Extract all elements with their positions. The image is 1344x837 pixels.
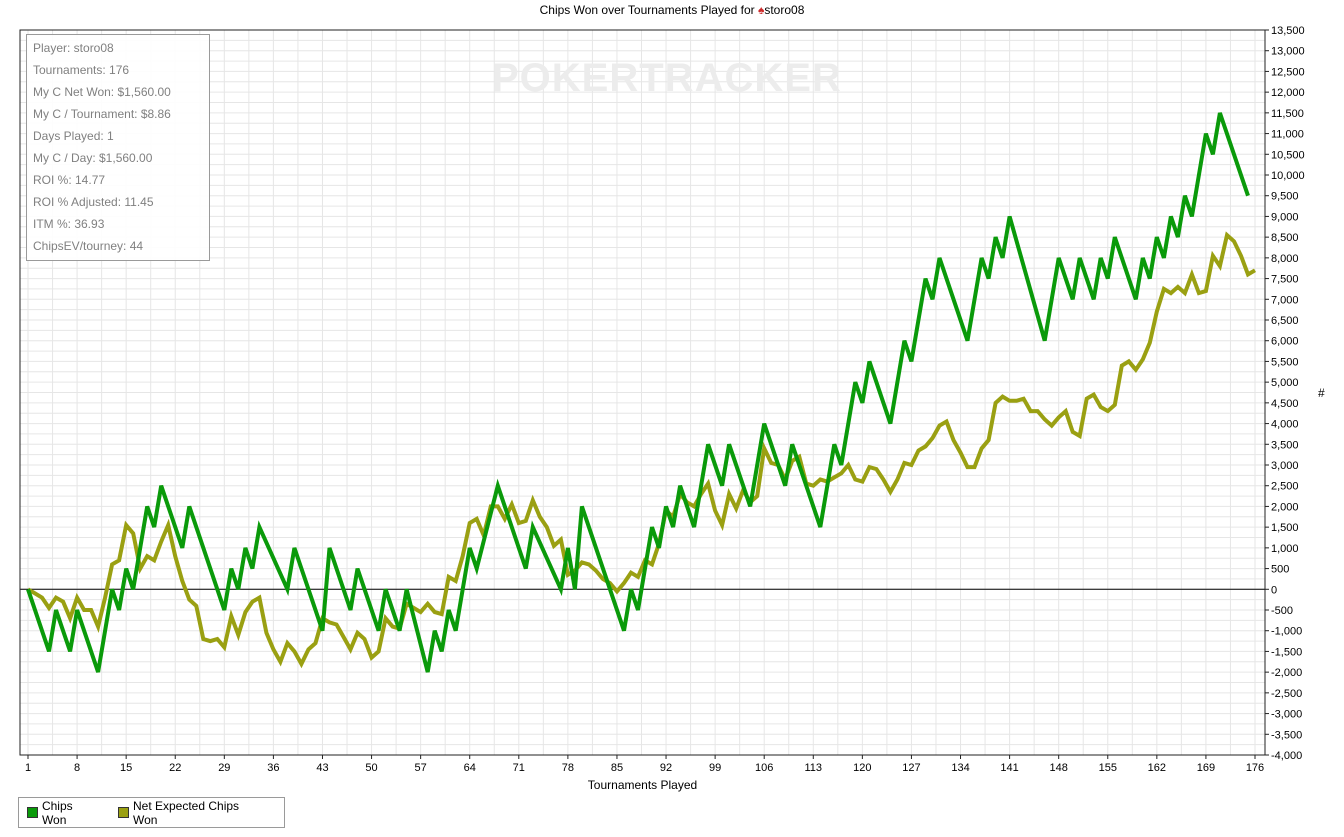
y-tick-label: 6,500 <box>1271 315 1299 327</box>
legend-swatch-chips-won <box>27 807 38 818</box>
x-tick-label: 64 <box>464 762 476 774</box>
stats-box: Player: storo08 Tournaments: 176 My C Ne… <box>26 34 210 261</box>
y-tick-label: 8,500 <box>1271 232 1299 244</box>
stat-tournaments: Tournaments: 176 <box>33 63 130 77</box>
x-tick-label: 43 <box>316 762 328 774</box>
y-tick-label: 5,500 <box>1271 356 1299 368</box>
y-tick-label: 2,000 <box>1271 501 1299 513</box>
stat-chipsev: ChipsEV/tourney: 44 <box>33 239 144 253</box>
series-expected-chips-line <box>26 231 1257 669</box>
legend-label-expected: Net Expected Chips Won <box>132 798 240 827</box>
stat-per-tournament: My C / Tournament: $8.86 <box>33 107 171 121</box>
y-tick-label: 12,000 <box>1271 87 1305 99</box>
x-axis-label: Tournaments Played <box>587 778 698 792</box>
x-tick-label: 155 <box>1099 762 1117 774</box>
stat-itm: ITM %: 36.93 <box>33 217 105 231</box>
x-tick-label: 99 <box>709 762 721 774</box>
y-tick-label: 10,000 <box>1271 170 1305 182</box>
plot-frame <box>19 29 1266 756</box>
chart-title: Chips Won over Tournaments Played for ♠s… <box>0 3 1344 17</box>
y-tick-label: -500 <box>1271 605 1293 617</box>
x-tick-label: 141 <box>1000 762 1018 774</box>
x-tick-label: 106 <box>755 762 773 774</box>
y-tick-label: 8,000 <box>1271 253 1299 265</box>
y-tick-label: 10,500 <box>1271 149 1305 161</box>
stat-per-day: My C / Day: $1,560.00 <box>33 151 153 165</box>
y-tick-label: 13,000 <box>1271 46 1305 58</box>
x-tick-label: 22 <box>169 762 181 774</box>
x-tick-label: 148 <box>1050 762 1068 774</box>
x-tick-label: 169 <box>1197 762 1215 774</box>
y-tick-label: 12,500 <box>1271 66 1305 78</box>
y-tick-label: 11,000 <box>1271 129 1304 141</box>
y-tick-label: -2,000 <box>1271 667 1302 679</box>
x-tick-label: 78 <box>562 762 574 774</box>
series-chips-won-line <box>26 112 1250 673</box>
y-tick-label: -3,500 <box>1271 729 1302 741</box>
spade-icon: ♠ <box>757 3 765 17</box>
x-tick-label: 176 <box>1246 762 1264 774</box>
y-tick-label: 6,000 <box>1271 336 1299 348</box>
legend-entry-chips-won[interactable]: Chips Won <box>27 799 100 827</box>
x-tick-label: 57 <box>415 762 427 774</box>
y-tick-label: 7,000 <box>1271 294 1299 306</box>
stat-player: Player: storo08 <box>33 41 114 55</box>
y-tick-label: -4,000 <box>1271 750 1302 762</box>
x-tick-label: 134 <box>951 762 969 774</box>
y-tick-label: 7,500 <box>1271 274 1299 286</box>
stat-days-played: Days Played: 1 <box>33 129 114 143</box>
x-tick-label: 92 <box>660 762 672 774</box>
y-tick-label: 1,500 <box>1271 522 1299 534</box>
stat-net-won: My C Net Won: $1,560.00 <box>33 85 171 99</box>
x-tick-label: 50 <box>365 762 377 774</box>
x-tick-label: 29 <box>218 762 230 774</box>
y-tick-label: 3,000 <box>1271 460 1299 472</box>
legend: Chips Won Net Expected Chips Won <box>18 797 285 828</box>
y-tick-label: 3,500 <box>1271 439 1299 451</box>
y-tick-label: 2,500 <box>1271 481 1299 493</box>
y-tick-label: 500 <box>1271 564 1289 576</box>
x-tick-label: 162 <box>1148 762 1166 774</box>
y-axis-ticks: -4,000 -3,500 -3,000 -2,500 -2,000 -1,500 -1,0… <box>1265 25 1305 762</box>
y-tick-label: 11,500 <box>1271 108 1304 120</box>
y-tick-label: -1,500 <box>1271 646 1302 658</box>
x-tick-label: 8 <box>74 762 80 774</box>
stat-roi-adjusted: ROI % Adjusted: 11.45 <box>33 195 154 209</box>
stat-roi: ROI %: 14.77 <box>33 173 106 187</box>
y-tick-label: 4,000 <box>1271 419 1299 431</box>
x-tick-label: 113 <box>805 762 823 774</box>
x-tick-label: 120 <box>853 762 871 774</box>
y-tick-label: -3,000 <box>1271 709 1302 721</box>
x-axis-ticks: 1 8 15 22 29 36 43 50 57 64 71 78 85 92 99 106 113 120 127… <box>25 755 1264 774</box>
y-tick-label: 13,500 <box>1271 25 1305 37</box>
x-tick-label: 15 <box>120 762 132 774</box>
x-tick-label: 1 <box>25 762 31 774</box>
legend-entry-expected[interactable]: Net Expected Chips Won <box>118 799 266 827</box>
x-tick-label: 85 <box>611 762 623 774</box>
y-tick-label: -2,500 <box>1271 688 1302 700</box>
y-tick-label: 0 <box>1271 584 1277 596</box>
y-tick-label: -1,000 <box>1271 626 1302 638</box>
y-tick-label: 5,000 <box>1271 377 1299 389</box>
x-tick-label: 71 <box>513 762 525 774</box>
legend-label-chips-won: Chips Won <box>41 798 73 827</box>
x-tick-label: 127 <box>902 762 920 774</box>
pokertracker-watermark: POKERTRACKER <box>492 56 842 100</box>
legend-swatch-expected <box>118 807 129 818</box>
chart-title-player: storo08 <box>764 3 805 17</box>
y-tick-label: 9,500 <box>1271 191 1299 203</box>
chart-title-text: Chips Won over Tournaments Played for <box>539 3 755 17</box>
y-tick-label: 4,500 <box>1271 398 1299 410</box>
x-tick-label: 36 <box>267 762 279 774</box>
y-tick-label: 1,000 <box>1271 543 1299 555</box>
y-axis-label: # <box>1318 386 1325 400</box>
series-layer <box>26 112 1257 673</box>
y-tick-label: 9,000 <box>1271 211 1299 223</box>
